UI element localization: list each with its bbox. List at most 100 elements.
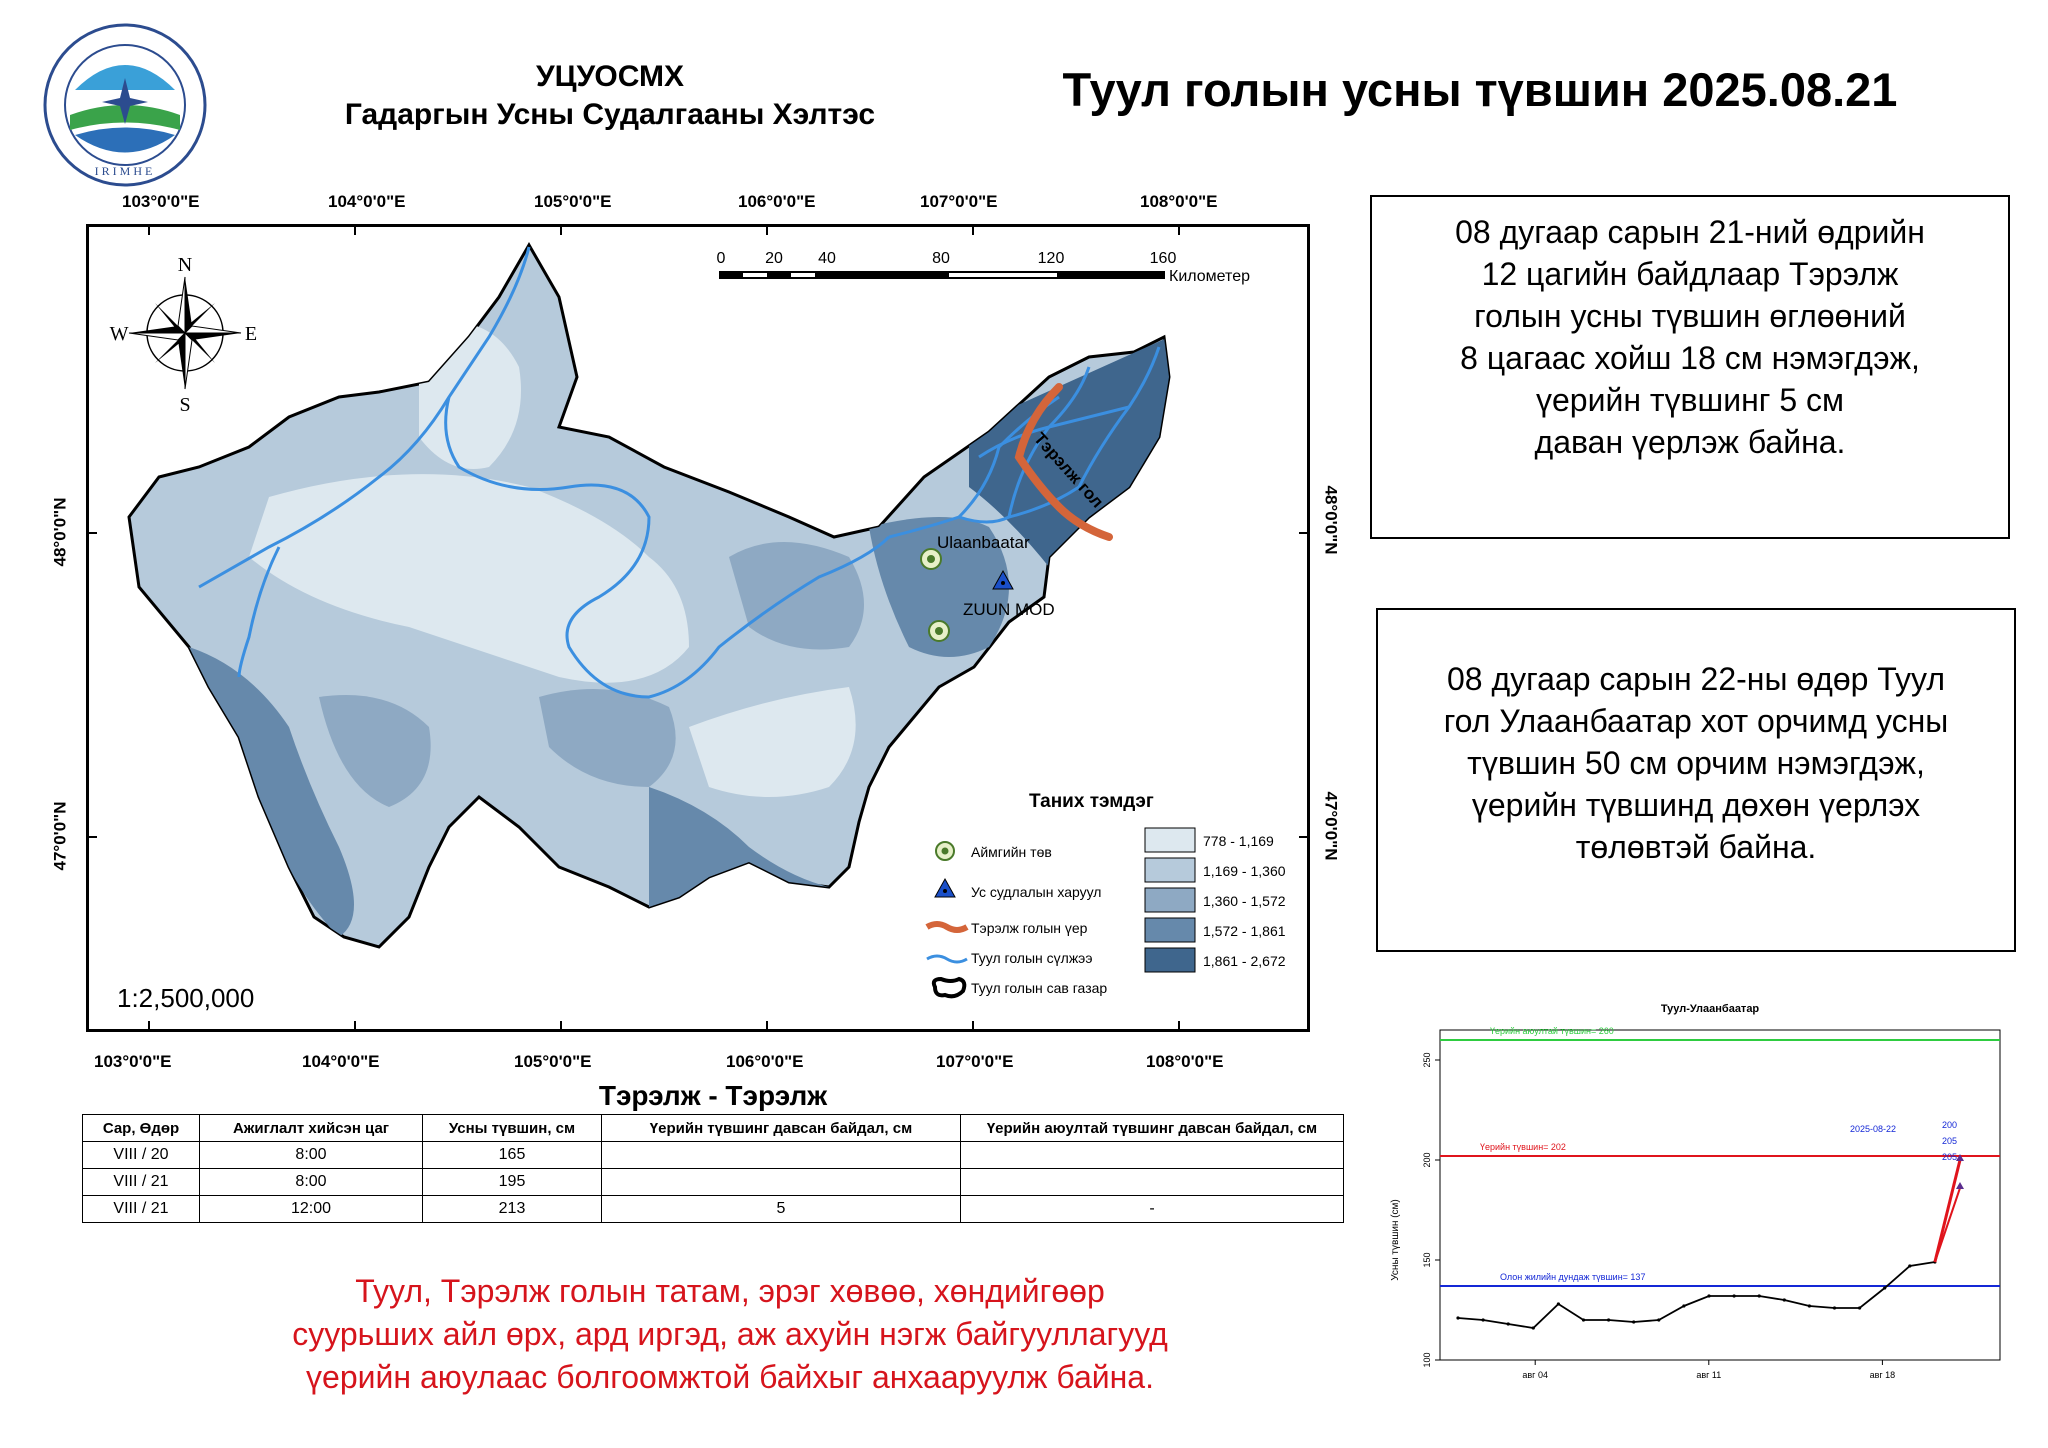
legend-title: Таних тэмдэг (1029, 791, 1154, 812)
scale-tick: 0 (717, 250, 726, 267)
lat-label-right: 48°0'0"N (1321, 485, 1341, 555)
series-point (1908, 1264, 1912, 1268)
hydrograph-svg: Туул-Улаанбаатар Усны түвшин (см) 100 150… (1390, 1003, 2001, 1380)
table-header: Үерийн түвшинг давсан байдал, см (601, 1114, 961, 1142)
table-title: Тэрэлж - Тэрэлж (598, 1080, 828, 1111)
box-line: үерийн түвшинд дөхөн үерлэх (1471, 787, 1921, 823)
box-line: үерийн түвшинг 5 см (1535, 382, 1845, 418)
legend-item: Туул голын сав газар (971, 980, 1107, 996)
table-cell: 8:00 (199, 1168, 423, 1196)
warning-line: үерийн аюулаас болгоомжтой байхыг анхаар… (306, 1359, 1154, 1395)
forecast-marker (1956, 1154, 1964, 1161)
forecast-value-label: 205 (1942, 1152, 1957, 1162)
compass-s: S (179, 394, 190, 416)
legend-item: Аймгийн төв (971, 844, 1052, 860)
lon-label: 107°0'0"E (936, 1052, 1014, 1071)
warning-line: суурьших айл өрх, ард иргэд, аж ахуйн нэ… (292, 1316, 1168, 1352)
legend-class: 778 - 1,169 (1203, 833, 1274, 849)
legend-item: Тэрэлж голын үер (971, 920, 1088, 936)
reference-line-label: Үерийн түвшин= 202 (1480, 1142, 1566, 1152)
box-line: 12 цагийн байдлаар Тэрэлж (1481, 256, 1899, 292)
warning-line: Туул, Тэрэлж голын татам, эрэг хөвөө, хө… (355, 1273, 1105, 1309)
series-line-rise (1933, 1159, 1962, 1263)
table-header: Усны түвшин, см (422, 1114, 602, 1142)
terelj-status-box: 08 дугаар сарын 21-ний өдрийн 12 цагийн … (1370, 195, 2010, 539)
map-frame: Ulaanbaatar ZUUN MOD Тэрэлж гол N S E W … (86, 224, 1310, 1032)
forecast-date-label: 2025-08-22 (1850, 1124, 1896, 1134)
scale-tick: 40 (818, 250, 836, 267)
box-line: түвшин 50 см орчим нэмэгдэж, (1467, 745, 1925, 781)
reference-line-label: Үерийн аюултай түвшин= 260 (1490, 1026, 1614, 1036)
chart-ylabel: Усны түвшин (см) (1390, 1199, 1401, 1281)
series-point (1481, 1318, 1485, 1322)
x-tick-label: авг 11 (1696, 1370, 1721, 1380)
legend-flood-icon (925, 921, 969, 933)
lon-label: 106°0'0"E (726, 1052, 804, 1071)
scale-bar: 0 20 40 80 120 160 Километер (717, 250, 1251, 285)
table-cell: VIII / 20 (82, 1141, 200, 1169)
legend-class: 1,169 - 1,360 (1203, 863, 1286, 879)
forecast-marker (1956, 1182, 1964, 1189)
table-cell: 213 (422, 1195, 602, 1223)
legend-class: 1,572 - 1,861 (1203, 923, 1286, 939)
series-point (1456, 1316, 1460, 1320)
box-line: голын усны түвшин өглөөний (1474, 298, 1906, 334)
table-cell: 5 (601, 1195, 961, 1223)
table-header: Ажиглалт хийсэн цаг (199, 1114, 423, 1142)
table-row: VIII / 21 8:00 195 (82, 1168, 1344, 1196)
box-line: даван үерлэж байна. (1534, 424, 1846, 460)
legend-aimag-icon (935, 841, 955, 861)
series-line-rise-alt (1933, 1187, 1961, 1263)
chart-title: Туул-Улаанбаатар (1661, 1003, 1760, 1015)
series-point (1556, 1302, 1560, 1306)
box-line: төлөвтэй байна. (1575, 829, 1817, 865)
table-row: VIII / 21 12:00 213 5 - (82, 1195, 1344, 1223)
table-cell: - (960, 1195, 1344, 1223)
series-point (1832, 1306, 1837, 1310)
forecast-value-label: 200 (1942, 1120, 1957, 1130)
page-title: Туул голын усны түвшин 2025.08.21 (1062, 63, 1898, 116)
compass-w: W (110, 323, 129, 345)
series-point (1531, 1326, 1535, 1330)
series-point (1682, 1304, 1686, 1308)
observation-table: Сар, Өдөр Ажиглалт хийсэн цаг Усны түвши… (82, 1114, 1344, 1223)
table-cell (960, 1168, 1344, 1196)
y-tick-label: 200 (1422, 1152, 1432, 1167)
x-tick-label: авг 18 (1870, 1370, 1896, 1380)
table-row: VIII / 20 8:00 165 (82, 1141, 1344, 1169)
legend-basin-icon (931, 976, 967, 999)
organization-header: УЦУОСМХ Гадаргын Усны Судалгааны Хэлтэс (260, 58, 960, 134)
compass-e: E (245, 323, 257, 345)
org-abbr: УЦУОСМХ (535, 60, 685, 93)
compass-n: N (178, 254, 192, 276)
place-label-zuunmod: ZUUN MOD (963, 600, 1055, 619)
place-label-ulaanbaatar: Ulaanbaatar (937, 533, 1030, 552)
table-cell: 195 (422, 1168, 602, 1196)
lon-label: 108°0'0"E (1146, 1052, 1224, 1071)
legend-class-swatch (1144, 947, 1196, 973)
basin-map: Ulaanbaatar ZUUN MOD Тэрэлж гол N S E W … (89, 227, 1307, 1029)
tuul-river-network (198, 246, 1161, 699)
aimag-center-zuunmod (928, 620, 950, 642)
forecast-value-label: 205 (1942, 1136, 1957, 1146)
reference-line-label: Олон жилийн дундаж түвшин= 137 (1500, 1272, 1645, 1282)
map-scale-ratio: 1:2,500,000 (117, 983, 254, 1013)
scale-tick: 160 (1150, 250, 1177, 267)
lat-label-left: 47°0'0"N (50, 801, 70, 871)
series-line-observed (1457, 1261, 1936, 1329)
legend-class-swatch (1144, 857, 1196, 883)
scale-tick: 80 (932, 250, 950, 267)
series-point (1657, 1318, 1661, 1322)
series-point (1807, 1304, 1811, 1308)
legend-item: Ус судлалын харуул (971, 884, 1101, 900)
series-point (1782, 1298, 1786, 1302)
series-point (1858, 1306, 1862, 1310)
table-cell (601, 1168, 961, 1196)
legend-river-icon (926, 954, 968, 964)
legend-class-swatch (1144, 827, 1196, 853)
table-cell (960, 1141, 1344, 1169)
box-line: 08 дугаар сарын 22-ны өдөр Туул (1446, 661, 1946, 697)
hydro-station-icon (992, 569, 1014, 590)
table-cell: VIII / 21 (82, 1168, 200, 1196)
series-point (1732, 1294, 1736, 1298)
